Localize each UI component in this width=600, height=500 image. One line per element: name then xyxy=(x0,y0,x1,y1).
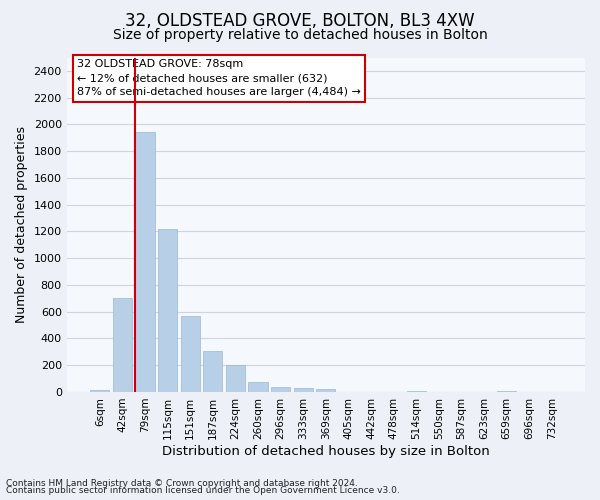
Bar xyxy=(248,382,268,392)
Text: Contains HM Land Registry data © Crown copyright and database right 2024.: Contains HM Land Registry data © Crown c… xyxy=(6,478,358,488)
Bar xyxy=(158,228,177,392)
Bar xyxy=(497,390,516,392)
Text: 32 OLDSTEAD GROVE: 78sqm
← 12% of detached houses are smaller (632)
87% of semi-: 32 OLDSTEAD GROVE: 78sqm ← 12% of detach… xyxy=(77,59,361,97)
Bar xyxy=(316,389,335,392)
Bar xyxy=(181,316,200,392)
Bar xyxy=(113,298,132,392)
Bar xyxy=(271,386,290,392)
Bar xyxy=(407,390,426,392)
Y-axis label: Number of detached properties: Number of detached properties xyxy=(15,126,28,323)
Bar xyxy=(90,390,109,392)
Bar xyxy=(226,365,245,392)
Bar xyxy=(136,132,155,392)
X-axis label: Distribution of detached houses by size in Bolton: Distribution of detached houses by size … xyxy=(162,444,490,458)
Bar xyxy=(293,388,313,392)
Bar xyxy=(203,351,223,392)
Text: 32, OLDSTEAD GROVE, BOLTON, BL3 4XW: 32, OLDSTEAD GROVE, BOLTON, BL3 4XW xyxy=(125,12,475,30)
Text: Contains public sector information licensed under the Open Government Licence v3: Contains public sector information licen… xyxy=(6,486,400,495)
Text: Size of property relative to detached houses in Bolton: Size of property relative to detached ho… xyxy=(113,28,487,42)
